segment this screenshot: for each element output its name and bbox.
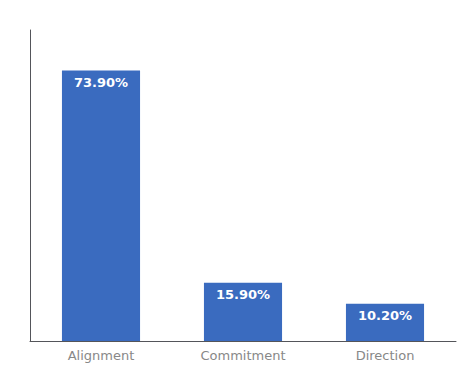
svg-text:73.90%: 73.90% (74, 75, 128, 90)
svg-text:Commitment: Commitment (200, 348, 285, 363)
svg-text:Alignment: Alignment (68, 348, 135, 363)
svg-text:Direction: Direction (356, 348, 415, 363)
svg-text:10.20%: 10.20% (358, 308, 412, 323)
svg-text:15.90%: 15.90% (216, 287, 270, 302)
